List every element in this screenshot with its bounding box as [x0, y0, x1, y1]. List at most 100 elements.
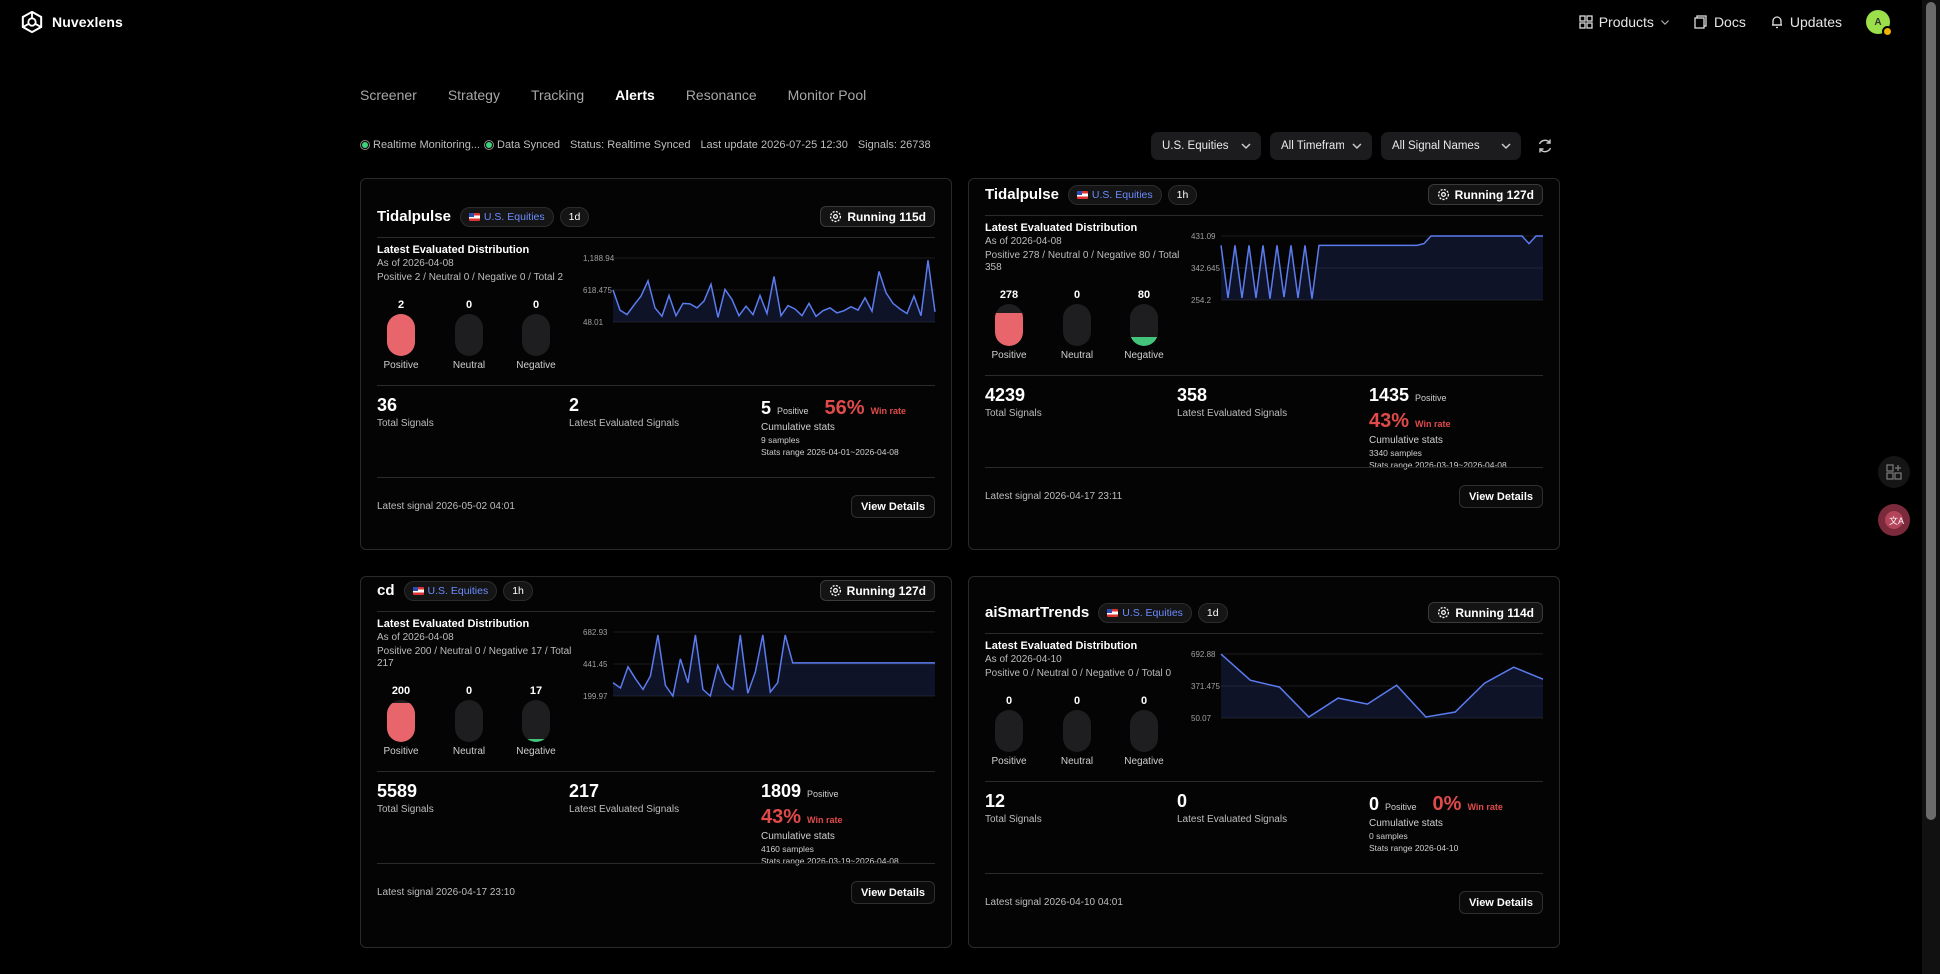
view-details-button[interactable]: View Details — [1459, 485, 1543, 508]
stats-range: Stats range 2026-03-19~2026-04-08 — [761, 856, 899, 866]
filters: U.S. Equities All Timefram All Signal Na… — [1151, 132, 1554, 160]
samples-count: 9 samples — [761, 435, 800, 445]
refresh-icon[interactable] — [1536, 137, 1554, 155]
cumulative-stat: 1809 Positive 43% Win rate Cumulative stat… — [761, 781, 941, 866]
total-signals-value: 36 — [377, 395, 398, 415]
market-badge-label: U.S. Equities — [427, 584, 489, 597]
total-signals-stat: 5589 Total Signals — [377, 781, 434, 815]
positive-gauge: 2 Positive — [376, 299, 426, 371]
market-select[interactable]: U.S. Equities — [1151, 132, 1261, 160]
neutral-gauge: 0 Neutral — [1052, 289, 1102, 361]
card-header: aiSmartTrends U.S. Equities 1d Running 1… — [985, 602, 1543, 623]
last-update: Last update 2026-07-25 12:30 — [700, 139, 848, 151]
negative-count: 0 — [532, 299, 540, 311]
tab-alerts[interactable]: Alerts — [615, 87, 655, 103]
status-text: Status: Realtime Synced — [569, 139, 691, 151]
distribution-breakdown: Positive 278 / Neutral 0 / Negative 80 /… — [985, 250, 1180, 273]
neutral-pill — [455, 314, 483, 356]
negative-count: 17 — [529, 685, 543, 697]
latest-evaluated-value: 2 — [569, 395, 580, 415]
divider — [985, 873, 1543, 874]
positive-fill — [387, 703, 415, 742]
divider — [377, 771, 935, 772]
neutral-count: 0 — [1073, 695, 1081, 707]
docs-icon — [1694, 15, 1707, 29]
view-details-button[interactable]: View Details — [1459, 891, 1543, 914]
as-of-date: As of 2026-04-10 — [985, 654, 1062, 665]
positive-count: 2 — [397, 299, 405, 311]
assistant-tool-button[interactable]: 文A — [1878, 504, 1910, 536]
neutral-gauge: 0 Neutral — [444, 299, 494, 371]
docs-label: Docs — [1713, 14, 1746, 30]
tab-tracking[interactable]: Tracking — [530, 87, 585, 103]
signal-card: Tidalpulse U.S. Equities 1h Running 127d… — [968, 178, 1560, 550]
neutral-count: 0 — [465, 299, 473, 311]
scrollbar[interactable] — [1922, 0, 1940, 974]
gear-icon — [830, 210, 842, 223]
as-of-date: As of 2026-04-08 — [985, 236, 1062, 247]
signal-names-select[interactable]: All Signal Names — [1381, 132, 1521, 160]
negative-gauge: 0 Negative — [511, 299, 561, 371]
svg-text:文A: 文A — [1889, 515, 1904, 526]
neutral-label: Neutral — [452, 360, 486, 371]
view-details-button[interactable]: View Details — [851, 495, 935, 518]
divider — [377, 477, 935, 478]
card-footer: Latest signal 2026-04-17 23:11 View Deta… — [985, 485, 1543, 508]
card-header: cd U.S. Equities 1h Running 127d — [377, 580, 935, 601]
total-signals-value: 5589 — [377, 781, 418, 801]
cumulative-label: Cumulative stats — [761, 422, 835, 433]
win-rate-value: 43% — [761, 806, 802, 828]
total-signals-value: 4239 — [985, 385, 1026, 405]
logo[interactable]: Nuvexlens — [21, 11, 123, 33]
chart-area — [1221, 236, 1543, 300]
positive-pill — [995, 304, 1023, 346]
avatar[interactable]: A — [1866, 10, 1893, 37]
cumulative-stat: 0 Positive 0% Win rate Cumulative stats 0 s… — [1369, 793, 1549, 853]
positive-pill — [387, 700, 415, 742]
cumulative-stat: 1435 Positive 43% Win rate Cumulative stat… — [1369, 385, 1549, 470]
timeframe-select[interactable]: All Timefram — [1270, 132, 1372, 160]
neutral-pill — [455, 700, 483, 742]
signal-chart: 692.88 371.475 50.07 — [1191, 650, 1544, 723]
cumulative-label: Cumulative stats — [761, 831, 835, 842]
cumulative-count: 1435 — [1369, 385, 1410, 405]
products-menu[interactable]: Products — [1579, 14, 1670, 30]
negative-pill — [522, 314, 550, 356]
side-tools: 文A — [1878, 456, 1910, 536]
as-of-date: As of 2026-04-08 — [377, 632, 454, 643]
market-badge: U.S. Equities — [1067, 184, 1162, 205]
latest-evaluated-value: 0 — [1177, 791, 1188, 811]
neutral-label: Neutral — [1060, 350, 1094, 361]
view-details-button[interactable]: View Details — [851, 881, 935, 904]
signal-chart: 1,188.94 618.475 48.01 — [583, 254, 936, 327]
tab-strategy[interactable]: Strategy — [447, 87, 500, 103]
chart-area — [1221, 654, 1543, 718]
negative-count: 0 — [1140, 695, 1148, 707]
chart-y-tick-label: 50.07 — [1191, 714, 1212, 723]
docs-link[interactable]: Docs — [1694, 14, 1746, 30]
samples-count: 4160 samples — [761, 844, 814, 854]
chart-y-tick-label: 441.45 — [583, 660, 608, 669]
cumulative-positive-label: Positive — [1385, 802, 1417, 812]
running-label: Running 127d — [846, 583, 926, 598]
timeframe-badge: 1d — [1197, 602, 1228, 623]
chart-series-line — [612, 260, 936, 318]
scroll-thumb[interactable] — [1926, 2, 1936, 820]
signal-names-select-value: All Signal Names — [1392, 140, 1480, 152]
negative-gauge: 0 Negative — [1119, 695, 1169, 767]
realtime-label: Realtime Monitoring... — [373, 139, 480, 151]
tab-monitor-pool[interactable]: Monitor Pool — [787, 87, 867, 103]
cumulative-positive-label: Positive — [807, 789, 839, 799]
updates-link[interactable]: Updates — [1770, 14, 1842, 30]
tab-resonance[interactable]: Resonance — [685, 87, 757, 103]
us-flag-icon — [1076, 190, 1088, 199]
apps-tool-button[interactable] — [1878, 456, 1910, 488]
running-label: Running 114d — [1455, 605, 1534, 620]
total-signals-stat: 12 Total Signals — [985, 791, 1042, 825]
timeframe-select-value: All Timefram — [1281, 140, 1345, 152]
distribution-breakdown: Positive 200 / Neutral 0 / Negative 17 /… — [377, 646, 572, 669]
tab-screener[interactable]: Screener — [360, 87, 417, 103]
neutral-label: Neutral — [1060, 756, 1094, 767]
products-label: Products — [1598, 14, 1654, 30]
card-title: Tidalpulse — [377, 208, 451, 225]
